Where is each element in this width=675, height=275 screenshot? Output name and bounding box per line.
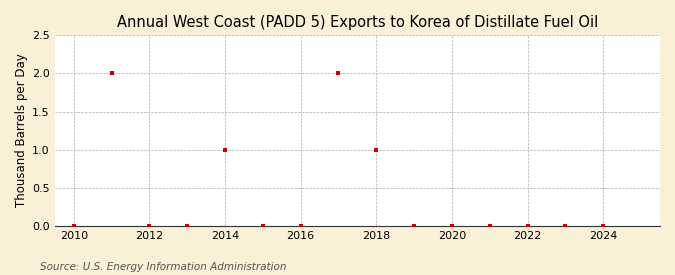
Point [522, 224, 533, 228]
Point [68, 224, 79, 228]
Point [447, 224, 458, 228]
Y-axis label: Thousand Barrels per Day: Thousand Barrels per Day [15, 54, 28, 207]
Point [106, 71, 117, 76]
Point [598, 224, 609, 228]
Point [409, 224, 420, 228]
Point [333, 71, 344, 76]
Point [560, 224, 571, 228]
Point [485, 224, 495, 228]
Point [219, 147, 230, 152]
Point [371, 147, 381, 152]
Point [182, 224, 192, 228]
Point [295, 224, 306, 228]
Text: Source: U.S. Energy Information Administration: Source: U.S. Energy Information Administ… [40, 262, 287, 272]
Point [257, 224, 268, 228]
Point [144, 224, 155, 228]
Title: Annual West Coast (PADD 5) Exports to Korea of Distillate Fuel Oil: Annual West Coast (PADD 5) Exports to Ko… [117, 15, 598, 30]
